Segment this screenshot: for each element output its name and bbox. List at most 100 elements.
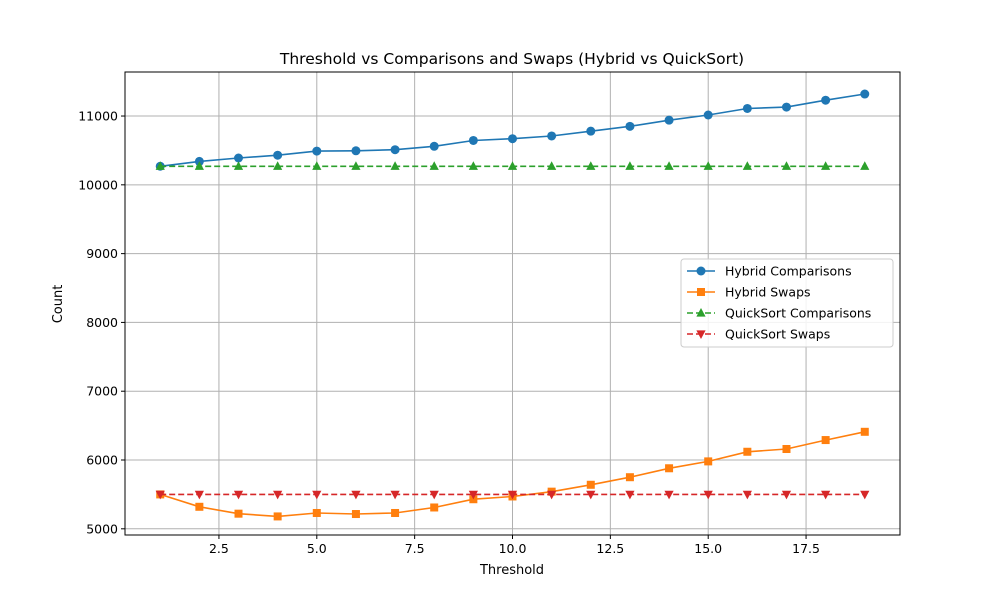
- data-point-quicksort-swaps: [507, 490, 518, 500]
- data-point-hybrid-swaps: [195, 502, 204, 511]
- legend-box: [680, 258, 894, 348]
- data-point-quicksort-swaps: [194, 490, 204, 500]
- data-point-hybrid-comparisons: [586, 126, 596, 136]
- data-point-hybrid-swaps: [234, 509, 243, 518]
- data-point-quicksort-swaps: [312, 490, 322, 500]
- data-point-quicksort-swaps: [703, 490, 713, 500]
- x-axis-label: Threshold: [479, 563, 544, 578]
- data-point-hybrid-swaps: [312, 508, 321, 517]
- x-tick-label: 15.0: [694, 541, 722, 556]
- data-point-quicksort-swaps: [625, 490, 635, 500]
- data-point-hybrid-comparisons: [508, 134, 517, 144]
- legend-marker-hybrid-swaps: [697, 288, 705, 296]
- data-point-quicksort-swaps: [547, 490, 557, 500]
- data-point-quicksort-comparisons: [507, 161, 518, 170]
- data-point-quicksort-swaps: [155, 490, 165, 500]
- y-tick-label: 6000: [86, 453, 118, 468]
- data-point-quicksort-comparisons: [742, 161, 752, 170]
- legend-label-hybrid-comparisons: Hybrid Comparisons: [725, 264, 852, 279]
- data-point-quicksort-comparisons: [194, 161, 204, 170]
- data-point-hybrid-comparisons: [390, 145, 400, 155]
- series-quicksort-swaps: [155, 490, 870, 500]
- data-point-quicksort-comparisons: [233, 161, 244, 170]
- x-tick-label: 10.0: [499, 541, 527, 556]
- data-point-hybrid-swaps: [625, 473, 634, 482]
- data-point-hybrid-swaps: [743, 447, 752, 456]
- y-tick-label: 7000: [86, 384, 118, 399]
- data-point-quicksort-swaps: [390, 490, 400, 500]
- y-tick-label: 9000: [86, 246, 118, 261]
- legend-marker-quicksort-swaps: [696, 330, 706, 339]
- data-point-quicksort-comparisons: [312, 161, 322, 170]
- data-point-quicksort-swaps: [821, 490, 831, 500]
- data-point-quicksort-swaps: [860, 490, 870, 500]
- data-point-quicksort-comparisons: [351, 161, 361, 170]
- data-point-quicksort-swaps: [742, 490, 752, 500]
- data-point-hybrid-comparisons: [547, 131, 557, 141]
- data-point-quicksort-swaps: [586, 490, 596, 500]
- tick-layer: 2.5 5.0 7.5 10.0 12.5 15.0 17.5 5000 6000 7000 800…: [78, 109, 820, 556]
- data-point-hybrid-swaps: [860, 427, 869, 436]
- data-point-hybrid-comparisons: [625, 121, 635, 131]
- y-tick-label: 5000: [86, 521, 118, 536]
- data-point-hybrid-comparisons: [351, 146, 361, 156]
- data-point-hybrid-swaps: [430, 503, 439, 512]
- data-point-quicksort-comparisons: [429, 161, 439, 170]
- data-point-hybrid-swaps: [273, 512, 282, 521]
- legend-label-quicksort-comparisons: QuickSort Comparisons: [725, 306, 871, 321]
- x-tick-label: 12.5: [596, 541, 624, 556]
- chart-title: Threshold vs Comparisons and Swaps (Hybr…: [279, 50, 744, 68]
- legend-label-quicksort-swaps: QuickSort Swaps: [725, 327, 830, 342]
- data-point-hybrid-comparisons: [273, 150, 283, 160]
- legend: Hybrid Comparisons Hybrid Swaps QuickSort …: [680, 258, 894, 348]
- x-tick-label: 17.5: [792, 541, 820, 556]
- series-quicksort-comparisons: [155, 161, 870, 170]
- x-tick-label: 7.5: [405, 541, 425, 556]
- data-point-quicksort-comparisons: [586, 161, 596, 170]
- data-point-hybrid-swaps: [704, 457, 713, 466]
- data-point-quicksort-comparisons: [273, 161, 283, 170]
- data-point-quicksort-swaps: [273, 490, 283, 500]
- data-point-hybrid-comparisons: [312, 146, 322, 156]
- data-point-hybrid-swaps: [586, 480, 595, 489]
- data-point-hybrid-comparisons: [234, 153, 244, 163]
- data-point-quicksort-swaps: [233, 490, 244, 500]
- data-point-hybrid-comparisons: [664, 115, 674, 125]
- y-axis-label: Count: [51, 285, 66, 324]
- y-tick-label: 11000: [78, 109, 118, 124]
- data-point-hybrid-comparisons: [703, 110, 713, 120]
- data-point-quicksort-comparisons: [860, 161, 870, 170]
- y-tick-label: 8000: [86, 315, 118, 330]
- data-point-quicksort-comparisons: [625, 161, 635, 170]
- data-point-quicksort-comparisons: [155, 161, 165, 170]
- y-tick-label: 10000: [78, 177, 118, 192]
- series-layer: [155, 89, 870, 521]
- data-point-hybrid-comparisons: [781, 102, 791, 112]
- data-point-quicksort-comparisons: [547, 161, 557, 170]
- legend-label-hybrid-swaps: Hybrid Swaps: [725, 285, 811, 300]
- x-tick-label: 5.0: [307, 541, 327, 556]
- data-point-quicksort-swaps: [664, 490, 674, 500]
- data-point-quicksort-comparisons: [664, 161, 674, 170]
- data-point-hybrid-comparisons: [742, 103, 752, 113]
- data-point-hybrid-swaps: [821, 436, 830, 445]
- data-point-hybrid-comparisons: [429, 141, 439, 151]
- data-point-hybrid-swaps: [782, 445, 791, 454]
- data-point-quicksort-comparisons: [468, 161, 478, 170]
- data-point-hybrid-swaps: [351, 510, 360, 519]
- data-point-quicksort-comparisons: [821, 161, 831, 170]
- data-point-quicksort-comparisons: [703, 161, 713, 170]
- data-point-hybrid-comparisons: [821, 95, 831, 105]
- data-point-quicksort-swaps: [468, 490, 478, 500]
- data-point-hybrid-comparisons: [468, 135, 478, 145]
- data-point-hybrid-swaps: [391, 508, 400, 517]
- legend-marker-quicksort-comparisons: [696, 308, 706, 317]
- data-point-quicksort-swaps: [351, 490, 361, 500]
- series-hybrid-comparisons: [155, 89, 870, 171]
- legend-marker-hybrid-comparisons: [696, 266, 706, 276]
- data-point-hybrid-comparisons: [860, 89, 870, 99]
- data-point-quicksort-comparisons: [781, 161, 792, 170]
- data-point-quicksort-swaps: [429, 490, 439, 500]
- data-point-quicksort-swaps: [781, 490, 792, 500]
